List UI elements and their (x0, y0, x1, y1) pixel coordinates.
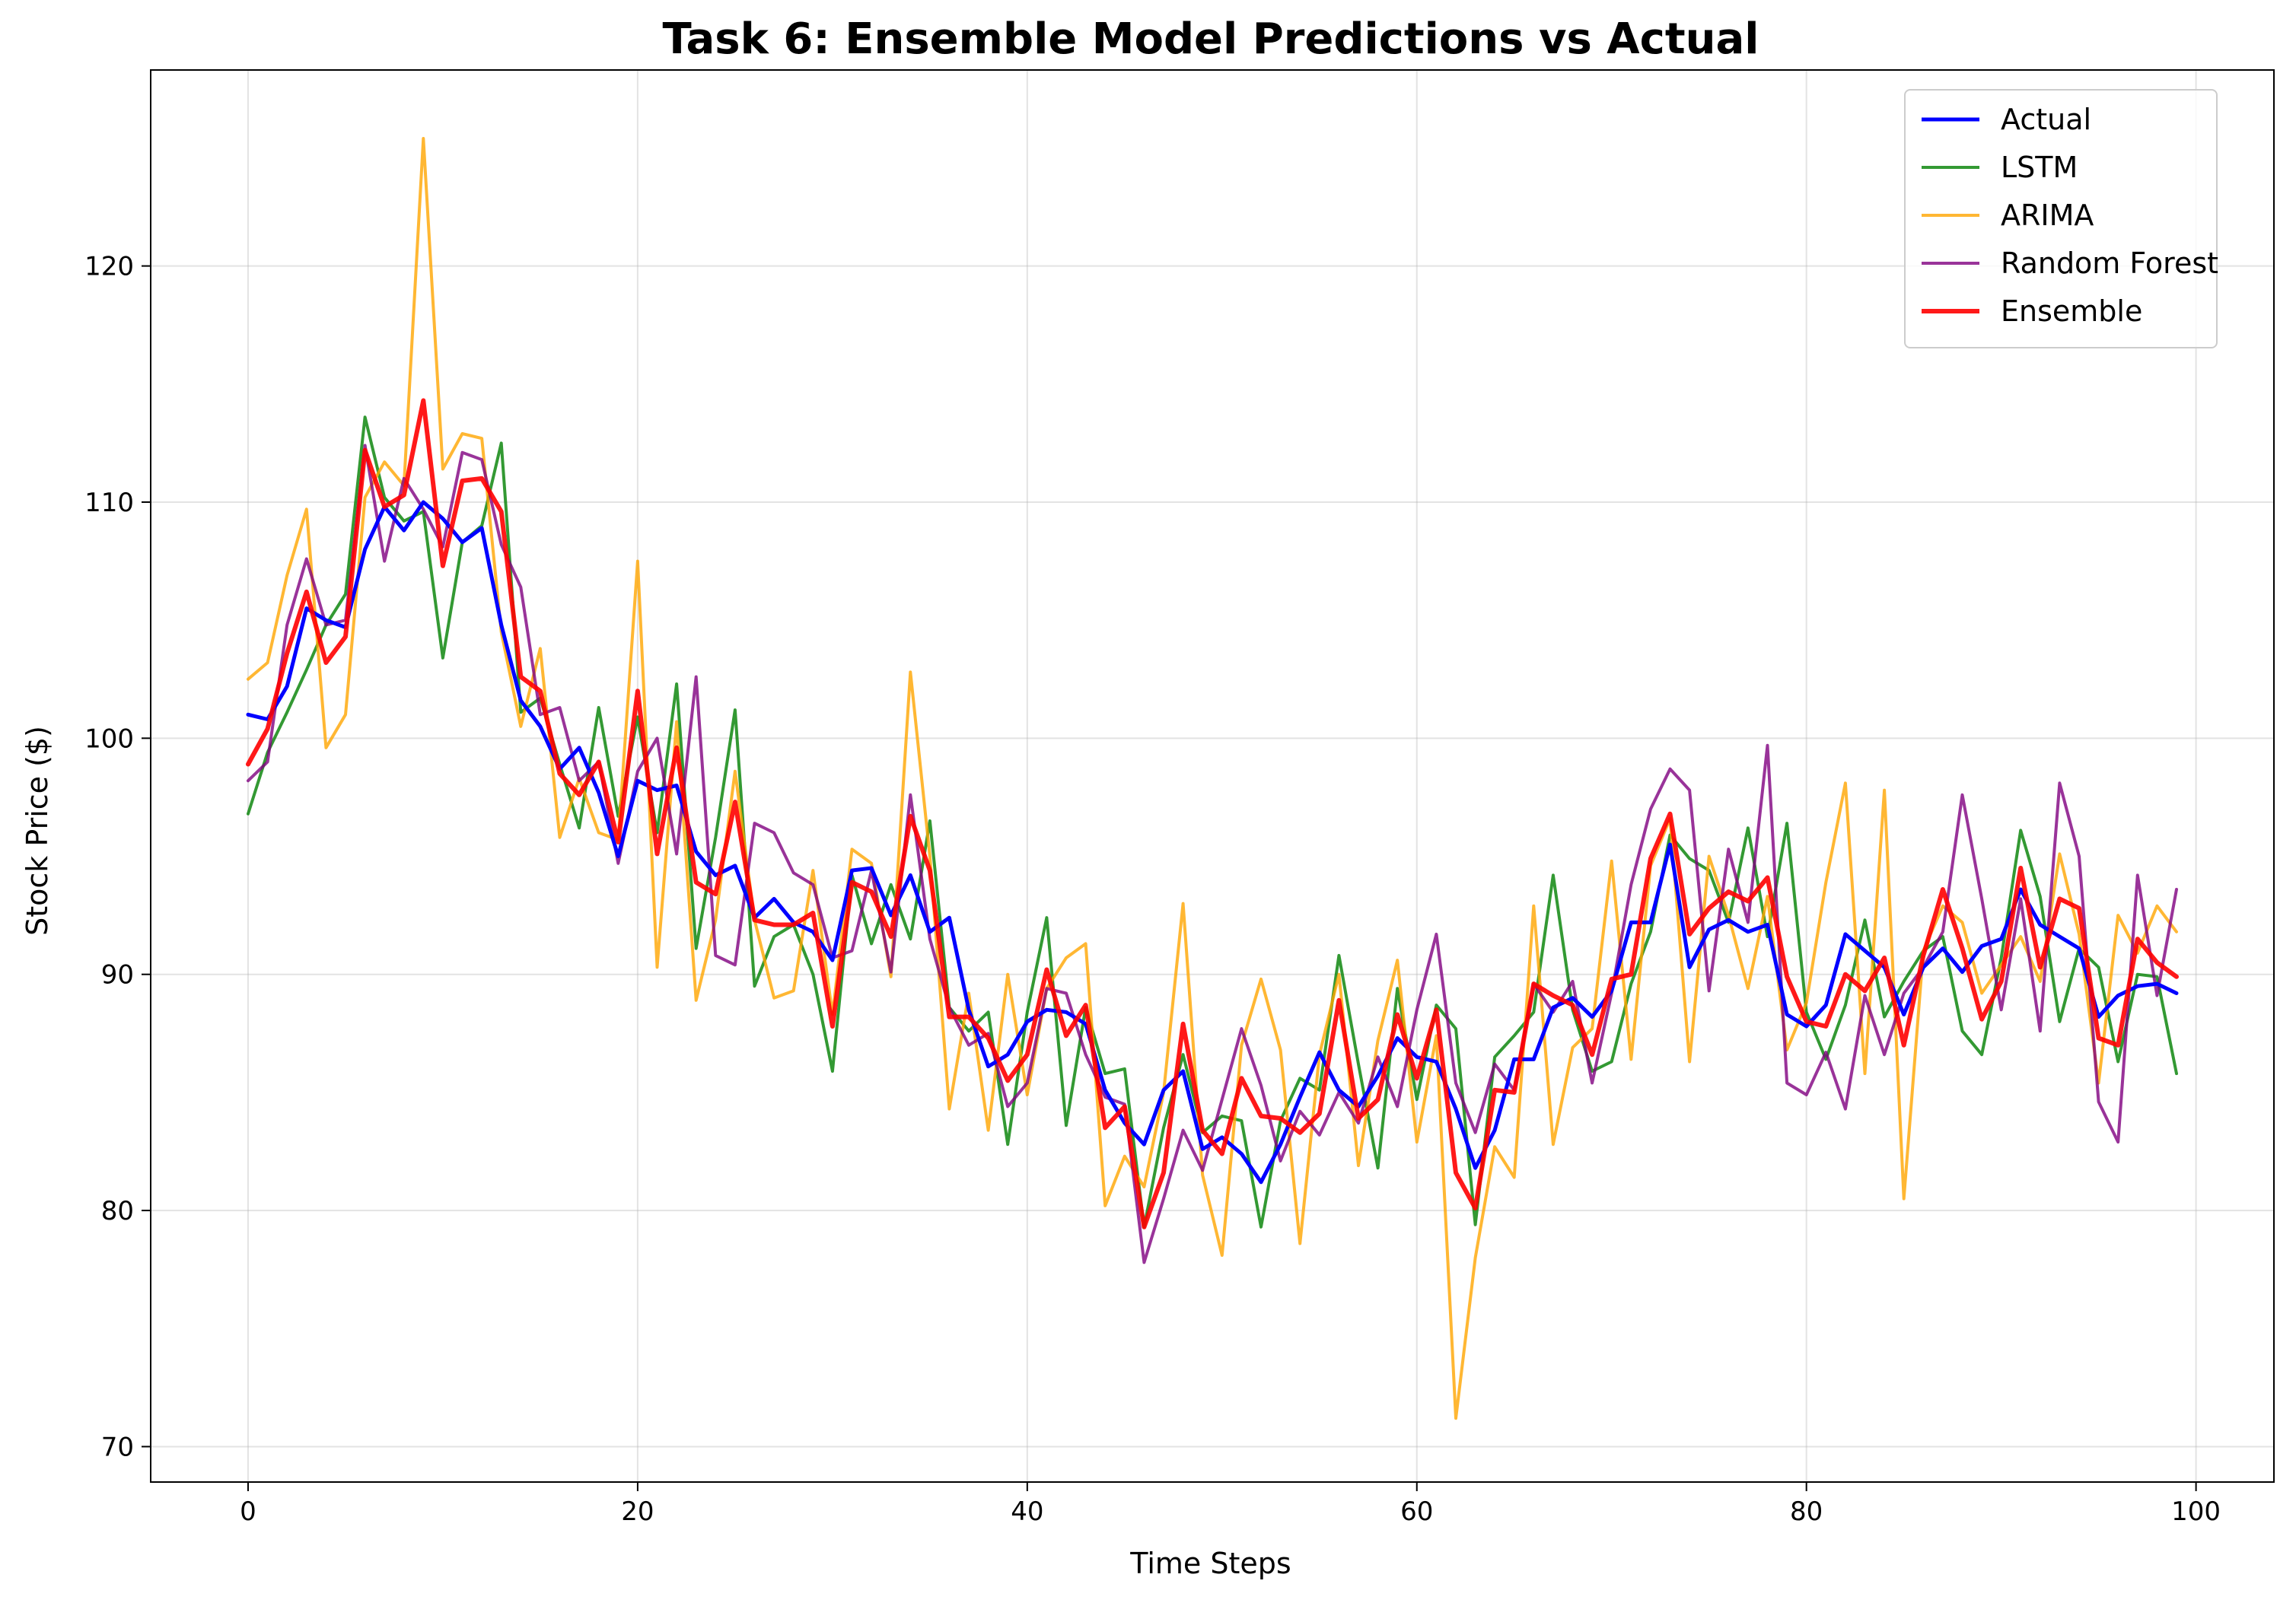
series-line-lstm (247, 415, 2178, 1229)
x-tick-label: 100 (2171, 1496, 2221, 1527)
y-tick-label: 80 (101, 1196, 134, 1226)
x-tick-label: 80 (1790, 1496, 1823, 1527)
x-axis-ticks: 0 20 40 60 80 100 (240, 1482, 2221, 1527)
legend-label: Actual (2001, 103, 2091, 136)
plot-frame (150, 69, 2275, 1483)
legend-box (1904, 89, 2218, 348)
x-tick-label: 40 (1011, 1496, 1043, 1527)
x-tick-label: 60 (1400, 1496, 1433, 1527)
x-tick-label: 0 (240, 1496, 256, 1527)
y-tick-label: 70 (101, 1432, 134, 1462)
series-line-random-forest (247, 444, 2178, 1264)
legend: Actual LSTM ARIMA Random Forest Ensemble (1904, 89, 2218, 348)
legend-label: Ensemble (2001, 294, 2142, 328)
y-tick-label: 90 (101, 960, 134, 991)
legend-label: LSTM (2001, 151, 2078, 184)
series-line-ensemble (246, 398, 2179, 1229)
y-tick-label: 110 (84, 488, 134, 518)
y-axis-label: Stock Price ($) (21, 726, 54, 936)
series-line-arima (247, 137, 2178, 1420)
y-tick-label: 120 (84, 252, 134, 282)
x-axis-label: Time Steps (1129, 1547, 1291, 1580)
legend-label: ARIMA (2001, 199, 2094, 232)
chart-title: Task 6: Ensemble Model Predictions vs Ac… (663, 14, 1759, 64)
y-axis-ticks: 70 80 90 100 110 120 (84, 252, 151, 1462)
y-tick-label: 100 (84, 724, 134, 754)
series-lines (246, 137, 2179, 1420)
x-tick-label: 20 (621, 1496, 654, 1527)
legend-label: Random Forest (2001, 246, 2218, 280)
